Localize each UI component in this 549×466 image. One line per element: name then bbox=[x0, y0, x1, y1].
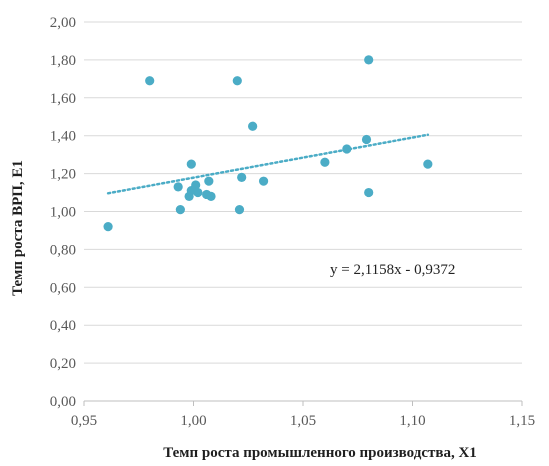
x-tick-label: 0,95 bbox=[71, 413, 97, 429]
grid-lines bbox=[83, 21, 523, 406]
data-point bbox=[191, 180, 201, 190]
x-tick-label: 1,10 bbox=[399, 413, 425, 429]
data-point bbox=[193, 187, 203, 198]
y-axis-title: Темп роста ВРП, Е1 bbox=[10, 160, 26, 296]
y-tick-label: 0,20 bbox=[50, 356, 76, 372]
data-point bbox=[234, 205, 245, 215]
y-tick-label: 1,80 bbox=[50, 53, 76, 69]
y-tick-label: 0,80 bbox=[50, 242, 76, 258]
y-tick-label: 0,00 bbox=[50, 394, 76, 410]
data-point bbox=[364, 187, 374, 198]
y-tick-label: 1,20 bbox=[50, 167, 76, 183]
data-point bbox=[232, 76, 242, 86]
x-tick-label: 1,05 bbox=[290, 413, 316, 429]
data-point bbox=[423, 159, 433, 169]
trendline-layer bbox=[106, 133, 430, 195]
x-axis-ticks: 0,95 1,00 1,05 1,10 1,15 bbox=[71, 413, 535, 429]
trendline bbox=[106, 133, 430, 195]
x-tick-label: 1,00 bbox=[180, 413, 206, 429]
data-point bbox=[175, 205, 185, 215]
data-point bbox=[258, 176, 269, 186]
data-point bbox=[237, 172, 247, 182]
data-point bbox=[204, 176, 214, 186]
data-point bbox=[361, 134, 372, 145]
data-point bbox=[342, 144, 352, 154]
data-point bbox=[103, 222, 113, 232]
x-tick-label: 1,15 bbox=[509, 413, 535, 429]
data-point bbox=[206, 191, 216, 201]
data-point bbox=[248, 121, 258, 131]
data-point bbox=[173, 182, 183, 192]
y-tick-label: 1,60 bbox=[50, 91, 76, 107]
x-axis-title: Темп роста промышленного производства, X… bbox=[163, 445, 477, 461]
data-points bbox=[103, 55, 433, 232]
trendline-equation: y = 2,1158x - 0,9372 bbox=[330, 262, 455, 278]
y-tick-label: 0,40 bbox=[50, 318, 76, 334]
y-tick-label: 0,60 bbox=[50, 280, 76, 296]
y-tick-label: 1,40 bbox=[50, 129, 76, 145]
data-point bbox=[145, 76, 155, 86]
y-axis-ticks: 0,00 0,20 0,40 0,60 0,80 1,00 1,20 1,40 1,60 1,80… bbox=[50, 15, 76, 410]
y-tick-label: 1,00 bbox=[50, 205, 76, 221]
data-point bbox=[186, 159, 196, 169]
data-point bbox=[364, 55, 374, 65]
y-tick-label: 2,00 bbox=[50, 15, 76, 31]
data-point bbox=[320, 157, 330, 167]
